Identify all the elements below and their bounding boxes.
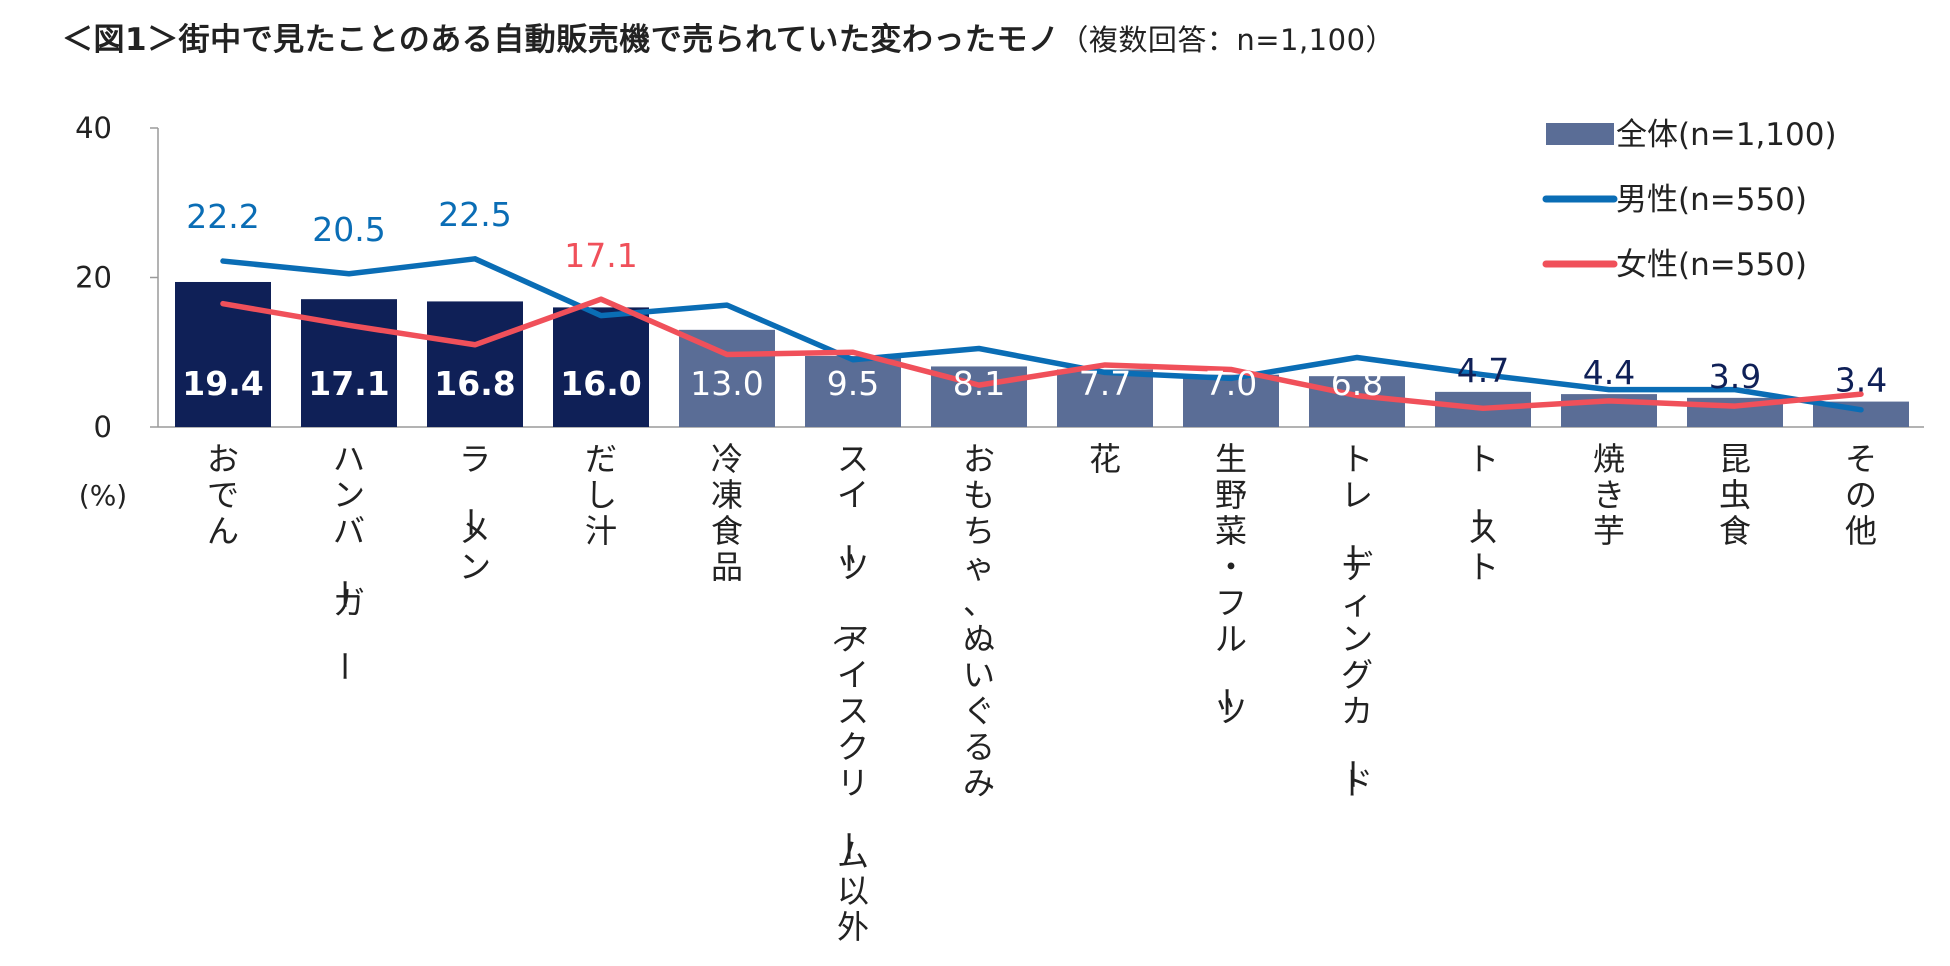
category-label: その他 <box>1845 440 1877 550</box>
bar-data-label: 16.8 <box>434 364 515 403</box>
category-label: 花 <box>1089 440 1121 478</box>
y-axis-unit-label: (%) <box>79 479 127 512</box>
male-line <box>220 256 1864 413</box>
legend-all-label: 全体(n=1,100) <box>1616 117 1837 153</box>
bar <box>805 355 901 427</box>
bar-data-label: 3.9 <box>1709 357 1761 396</box>
category-label: 生野菜・フルーツ <box>1207 440 1247 730</box>
bar-data-label: 6.8 <box>1331 364 1383 403</box>
bar-data-label: 9.5 <box>827 364 879 403</box>
male-data-label: 20.5 <box>312 210 385 249</box>
bar <box>427 301 523 427</box>
bar-data-label: 8.1 <box>953 364 1005 403</box>
male-data-label: 22.2 <box>186 197 259 236</box>
female-data-label: 17.1 <box>564 236 637 275</box>
bar <box>1183 374 1279 427</box>
male-data-label: 22.5 <box>438 195 511 234</box>
bar <box>679 329 775 427</box>
bar-data-label: 13.0 <box>690 364 763 403</box>
bar <box>1057 369 1153 427</box>
legend-female-label: 女性(n=550) <box>1616 247 1807 283</box>
category-label: おもちゃ、ぬいぐるみ <box>963 440 995 802</box>
bar-data-label: 19.4 <box>182 364 263 403</box>
chart-title: ＜図1＞街中で見たことのある自動販売機で売られていた変わったモノ（複数回答：n=… <box>62 14 1395 59</box>
chart-title-sub: （複数回答：n=1,100） <box>1059 23 1396 57</box>
category-label: 昆虫食 <box>1719 440 1751 550</box>
category-label: トレーディングカード <box>1333 440 1373 802</box>
y-tick-label: 20 <box>75 261 112 295</box>
y-tick-label: 40 <box>75 111 112 145</box>
category-label: だし汁 <box>585 440 617 550</box>
bar-data-label: 7.0 <box>1205 364 1257 403</box>
legend-all-swatch <box>1546 123 1614 145</box>
bar-data-label: 4.7 <box>1457 351 1509 390</box>
bar-data-label: 16.0 <box>560 364 641 403</box>
category-label: ラーメン <box>451 440 491 586</box>
category-label: ハンバーガー <box>325 440 365 682</box>
female-line <box>220 296 1864 412</box>
bar-data-label: 17.1 <box>308 364 389 403</box>
category-label: トースト <box>1459 440 1499 586</box>
category-label: おでん <box>207 440 239 550</box>
category-label: 冷凍食品 <box>711 440 743 586</box>
y-tick-label: 0 <box>94 410 112 444</box>
bar <box>553 307 649 427</box>
legend-male-label: 男性(n=550) <box>1616 182 1807 218</box>
chart-title-main: ＜図1＞街中で見たことのある自動販売機で売られていた変わったモノ <box>62 22 1060 58</box>
bar-data-label: 3.4 <box>1835 361 1887 400</box>
bar-data-label: 4.4 <box>1583 353 1635 392</box>
bar-data-label: 7.7 <box>1079 364 1131 403</box>
category-label: スイーツ（アイスクリーム以外） <box>829 440 869 966</box>
category-label: 焼き芋 <box>1593 440 1625 550</box>
